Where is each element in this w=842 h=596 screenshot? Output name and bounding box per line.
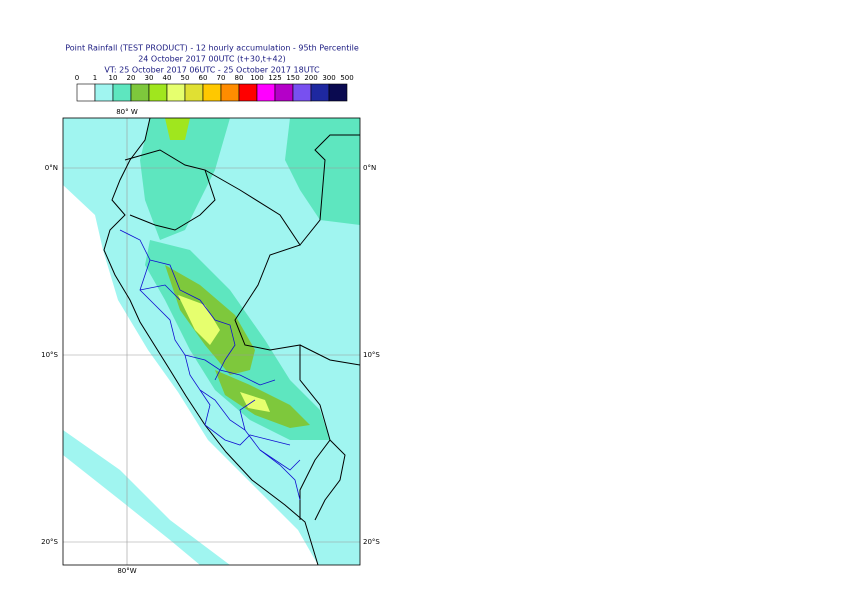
rain-patch [140, 118, 230, 240]
legend: 0 1 10 20 30 40 50 60 70 80 100 125 150 200 300 500 [75, 74, 354, 102]
legend-label: 50 [181, 74, 190, 82]
lat-label: 20°S [363, 538, 380, 546]
lat-label: 10°S [41, 351, 58, 359]
lat-label: 20°S [41, 538, 58, 546]
legend-swatch [220, 83, 240, 102]
legend-swatch [274, 83, 294, 102]
legend-swatch [130, 83, 150, 102]
legend-label: 0 [75, 74, 79, 82]
legend-swatch [328, 83, 348, 102]
legend-label: 20 [127, 74, 136, 82]
lon-label: 80°W [117, 567, 136, 575]
legend-label: 125 [268, 74, 281, 82]
legend-label: 200 [304, 74, 317, 82]
rain-patch [240, 392, 270, 412]
legend-label: 500 [340, 74, 353, 82]
legend-swatch [292, 83, 312, 102]
legend-swatch [184, 83, 204, 102]
legend-label: 10 [109, 74, 118, 82]
legend-label: 80 [235, 74, 244, 82]
map-frame [62, 117, 361, 566]
legend-swatch [238, 83, 258, 102]
legend-label: 60 [199, 74, 208, 82]
base-time: 24 October 2017 00UTC (t+30,t+42) [138, 55, 286, 64]
legend-swatch [166, 83, 186, 102]
legend-swatch [148, 83, 168, 102]
dry-ocean [63, 455, 200, 565]
legend-label: 1 [93, 74, 97, 82]
rain-patch [285, 118, 360, 225]
title: Point Rainfall (TEST PRODUCT) - 12 hourl… [65, 44, 359, 53]
legend-label: 70 [217, 74, 226, 82]
rain-patch [178, 295, 220, 345]
lat-label: 0°N [363, 164, 376, 172]
legend-swatch [112, 83, 132, 102]
lon-label: 80° W [116, 108, 138, 116]
map [63, 118, 360, 565]
lat-label: 10°S [363, 351, 380, 359]
legend-swatch [76, 83, 96, 102]
rain-patch [215, 370, 310, 428]
legend-label: 40 [163, 74, 172, 82]
legend-swatch [94, 83, 114, 102]
legend-label: 300 [322, 74, 335, 82]
legend-label: 150 [286, 74, 299, 82]
valid-time: VT: 25 October 2017 06UTC - 25 October 2… [104, 66, 320, 75]
legend-label: 30 [145, 74, 154, 82]
legend-label: 100 [250, 74, 263, 82]
rain-patch [165, 118, 190, 140]
legend-swatch [256, 83, 276, 102]
lat-label: 0°N [45, 164, 58, 172]
legend-swatch [310, 83, 330, 102]
legend-swatch [202, 83, 222, 102]
